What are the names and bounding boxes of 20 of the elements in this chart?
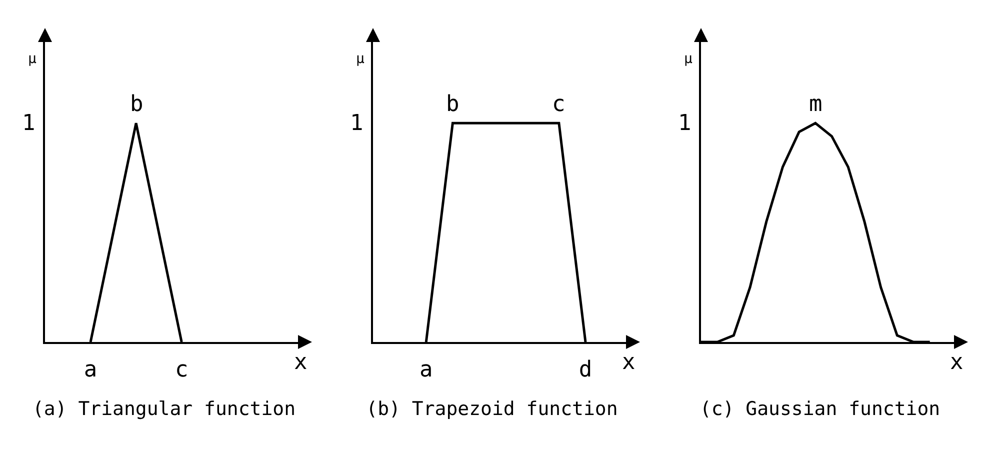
text: 1 — [22, 111, 36, 136]
annotation: b — [446, 92, 460, 117]
x-axis-title: x — [294, 350, 308, 375]
y-axis-title: μ — [28, 51, 37, 67]
text: (a) Triangular function — [32, 398, 296, 420]
text: (b) Trapezoid function — [366, 398, 618, 420]
x-tick-label: a — [84, 357, 98, 382]
text: (c) Gaussian function — [700, 398, 940, 420]
x-axis-title: x — [950, 350, 964, 375]
annotation: c — [552, 92, 566, 117]
text: 1 — [350, 111, 364, 136]
x-axis-title: x — [622, 350, 636, 375]
x-tick-label: a — [420, 357, 433, 382]
annotation: m — [809, 92, 822, 117]
y-axis-title: μ — [356, 51, 365, 67]
text: 1 — [678, 111, 692, 136]
y-axis-title: μ — [684, 51, 693, 67]
x-tick-label: c — [174, 357, 188, 382]
x-tick-label: d — [578, 357, 592, 382]
annotation: b — [130, 92, 144, 117]
